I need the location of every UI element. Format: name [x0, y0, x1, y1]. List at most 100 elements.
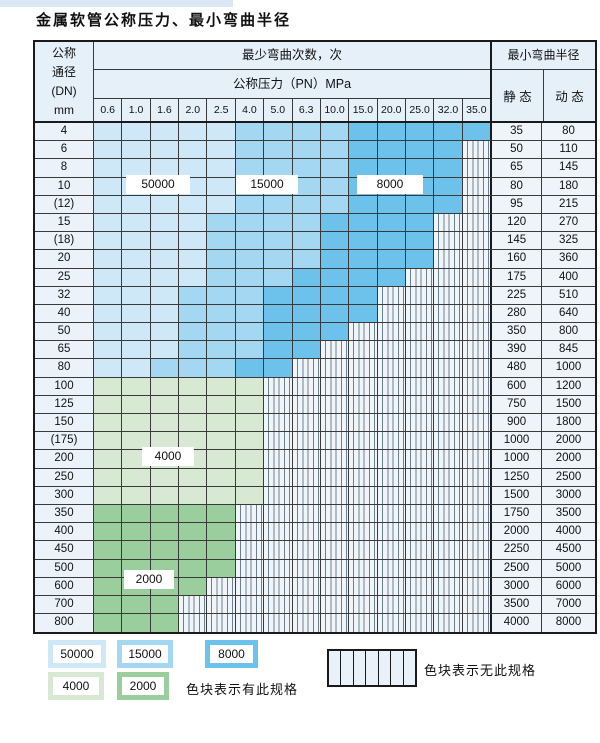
- spec-available-cell: [405, 159, 435, 177]
- table-row: 125 750 1500: [35, 395, 596, 414]
- no-spec-cell: [434, 577, 463, 595]
- spec-available-cell: [150, 232, 180, 250]
- spec-available-cell: [235, 123, 265, 141]
- no-spec-cell: [462, 268, 492, 286]
- legend-swatch-8000: 8000: [205, 640, 258, 668]
- dn-cell: (18): [35, 232, 94, 250]
- spec-available-cell: [292, 323, 321, 341]
- spec-available-cell: [179, 341, 208, 359]
- no-spec-cell: [462, 541, 492, 559]
- spec-available-cell: [94, 541, 123, 559]
- spec-available-cell: [207, 304, 236, 323]
- table-row: 10 80 180: [35, 177, 596, 196]
- spec-available-cell: [94, 213, 123, 232]
- dynamic-radius-value: 7000: [542, 595, 596, 614]
- table-row: 65 390 845: [35, 341, 596, 360]
- static-radius-value: 2500: [490, 559, 543, 577]
- no-spec-cell: [405, 304, 435, 323]
- spec-available-cell: [207, 268, 236, 286]
- no-spec-cell: [349, 595, 378, 614]
- static-radius-value: 3500: [490, 595, 543, 614]
- table-row: 40 280 640: [35, 304, 596, 324]
- static-radius-value: 50: [490, 141, 543, 159]
- spec-available-cell: [207, 323, 236, 341]
- spec-available-cell: [349, 286, 378, 304]
- no-spec-cell: [292, 486, 321, 504]
- spec-available-cell: [377, 250, 406, 268]
- spec-available-cell: [292, 250, 321, 268]
- spec-available-cell: [122, 323, 151, 341]
- spec-available-cell: [150, 504, 180, 523]
- no-spec-cell: [462, 177, 492, 195]
- legend-swatch-label: 2000: [122, 677, 164, 695]
- static-radius-value: 350: [490, 323, 543, 341]
- spec-available-cell: [94, 141, 123, 159]
- dn-cell: 600: [35, 577, 94, 595]
- table-row: 250 1250 2500: [35, 468, 596, 487]
- static-radius-value: 160: [490, 250, 543, 268]
- no-spec-cell: [405, 341, 435, 359]
- dn-cell: 200: [35, 450, 94, 468]
- spec-available-cell: [207, 286, 236, 304]
- no-spec-cell: [462, 213, 492, 232]
- spec-available-cell: [292, 213, 321, 232]
- spec-available-cell: [150, 359, 180, 377]
- spec-available-cell: [207, 414, 236, 432]
- spec-available-cell: [405, 250, 435, 268]
- pressure-header-cell: 2.5: [207, 99, 236, 121]
- no-spec-cell: [264, 486, 293, 504]
- static-radius-value: 2250: [490, 541, 543, 559]
- no-spec-cell: [264, 468, 293, 486]
- legend-swatch-4000: 4000: [48, 672, 104, 700]
- spec-available-cell: [94, 195, 123, 213]
- no-spec-cell: [462, 250, 492, 268]
- no-spec-cell: [235, 614, 265, 633]
- spec-available-cell: [207, 468, 236, 486]
- no-spec-cell: [434, 486, 463, 504]
- no-spec-cell: [434, 523, 463, 541]
- table-row: 500 2500 5000: [35, 559, 596, 578]
- no-spec-cell: [320, 614, 350, 633]
- dynamic-radius-value: 270: [542, 213, 596, 232]
- legend-no-spec-swatch: [327, 649, 417, 687]
- spec-available-cell: [207, 213, 236, 232]
- spec-available-cell: [179, 541, 208, 559]
- spec-available-cell: [179, 577, 208, 595]
- spec-available-cell: [292, 341, 321, 359]
- legend-swatch-label: 8000: [210, 645, 253, 663]
- table-row: 8 65 145: [35, 159, 596, 178]
- no-spec-cell: [320, 395, 350, 413]
- static-radius-value: 1500: [490, 486, 543, 504]
- legend-swatch-label: 50000: [53, 645, 101, 663]
- dynamic-radius-value: 845: [542, 341, 596, 359]
- spec-available-cell: [207, 432, 236, 450]
- no-spec-cell: [292, 359, 321, 377]
- static-dynamic-header-row: 静 态 动 态: [492, 70, 595, 123]
- no-spec-cell: [264, 541, 293, 559]
- dn-cell: 800: [35, 614, 94, 633]
- no-spec-cell: [377, 523, 406, 541]
- no-spec-cell: [405, 468, 435, 486]
- spec-available-cell: [150, 304, 180, 323]
- spec-available-cell: [207, 450, 236, 468]
- spec-available-cell: [94, 323, 123, 341]
- spec-available-cell: [179, 286, 208, 304]
- dn-cell: (12): [35, 195, 94, 213]
- no-spec-cell: [349, 559, 378, 577]
- spec-available-cell: [150, 123, 180, 141]
- spec-available-cell: [377, 213, 406, 232]
- spec-available-cell: [94, 232, 123, 250]
- dynamic-radius-value: 400: [542, 268, 596, 286]
- spec-available-cell: [179, 232, 208, 250]
- spec-available-cell: [94, 486, 123, 504]
- table-row: 350 1750 3500: [35, 504, 596, 524]
- no-spec-cell: [377, 614, 406, 633]
- spec-available-cell: [122, 614, 151, 633]
- spec-available-cell: [235, 159, 265, 177]
- no-spec-cell: [434, 450, 463, 468]
- pressure-header-cell: 15.0: [349, 99, 378, 121]
- spec-available-cell: [349, 213, 378, 232]
- table-row: 400 2000 4000: [35, 523, 596, 542]
- no-spec-cell: [405, 559, 435, 577]
- no-spec-cell: [377, 323, 406, 341]
